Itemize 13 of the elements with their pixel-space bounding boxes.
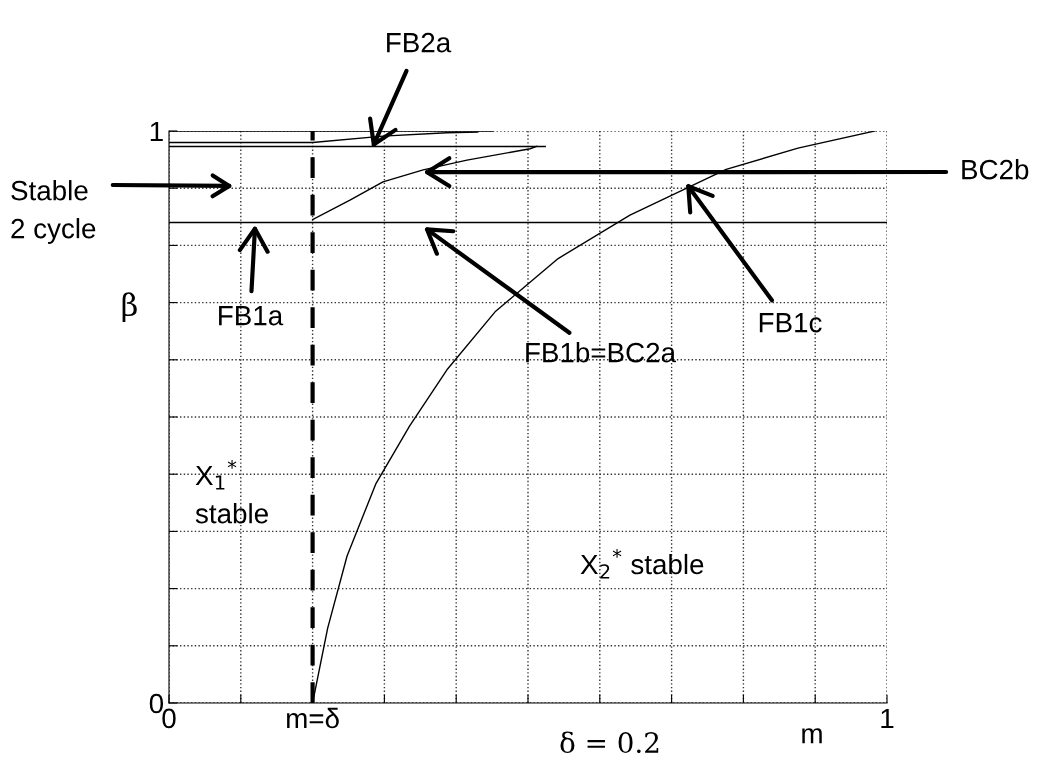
annotation: FB2a [387, 32, 452, 53]
text: Stable 2 cycle [11, 180, 96, 244]
text: X$_{1}$$^{*}$ stable [195, 459, 268, 524]
x-tick-label: m=δ [287, 707, 339, 729]
x-tick-label: 1 [881, 708, 894, 728]
annotation: BC2b [962, 159, 1029, 180]
annotation: FB1b=BC2a [526, 342, 677, 363]
annotation: FB1c [759, 313, 822, 333]
y-axis-title: β [122, 292, 137, 322]
text: δ = 0.2 [560, 731, 659, 754]
annotation: X$_{2}$$^{*}$ stable [580, 548, 704, 579]
annotation: FB1a [219, 306, 284, 326]
x-axis-title: m [802, 728, 822, 744]
